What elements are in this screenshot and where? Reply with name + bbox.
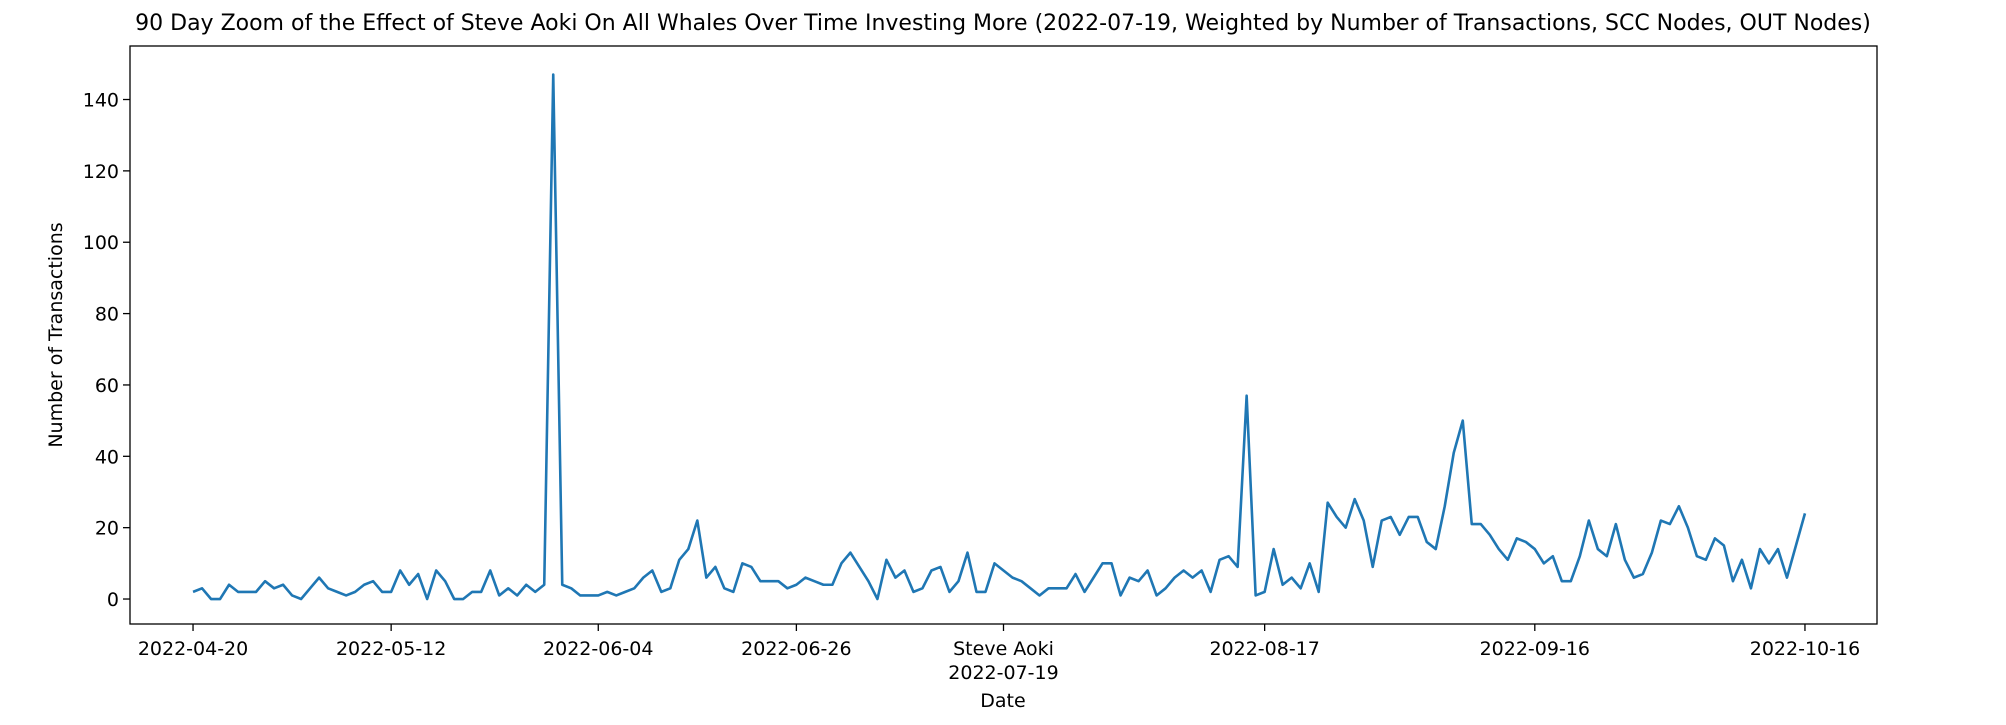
chart-title: 90 Day Zoom of the Effect of Steve Aoki … xyxy=(135,11,1871,36)
x-tick-label: 2022-06-26 xyxy=(741,638,851,660)
y-tick-label: 20 xyxy=(95,518,119,540)
x-tick-label: 2022-06-04 xyxy=(543,638,653,660)
x-tick-label: 2022-04-20 xyxy=(138,638,248,660)
series-line xyxy=(192,73,1807,601)
y-tick-label: 120 xyxy=(83,161,119,183)
x-tick-label: 2022-09-16 xyxy=(1480,638,1590,660)
y-tick-label: 140 xyxy=(83,90,119,112)
y-tick-label: 60 xyxy=(95,375,119,397)
y-axis-label: Number of Transactions xyxy=(45,222,67,447)
y-tick-label: 80 xyxy=(95,304,119,326)
x-tick-label: 2022-08-17 xyxy=(1209,638,1319,660)
x-axis: 2022-04-20 2022-05-12 2022-06-04 2022-06-26… xyxy=(138,624,1860,684)
x-tick-label: 2022-10-16 xyxy=(1750,638,1860,660)
y-axis: 0 20 40 60 80 100 120 140 xyxy=(83,90,130,611)
x-tick-label: 2022-05-12 xyxy=(336,638,446,660)
y-tick-label: 100 xyxy=(83,232,119,254)
x-tick-label: Steve Aoki xyxy=(953,638,1054,660)
plot-frame xyxy=(129,45,1878,625)
y-tick-label: 40 xyxy=(95,446,119,468)
y-tick-label: 0 xyxy=(107,589,119,611)
x-axis-label: Date xyxy=(980,690,1025,712)
x-tick-label-event-date: 2022-07-19 xyxy=(948,662,1058,684)
